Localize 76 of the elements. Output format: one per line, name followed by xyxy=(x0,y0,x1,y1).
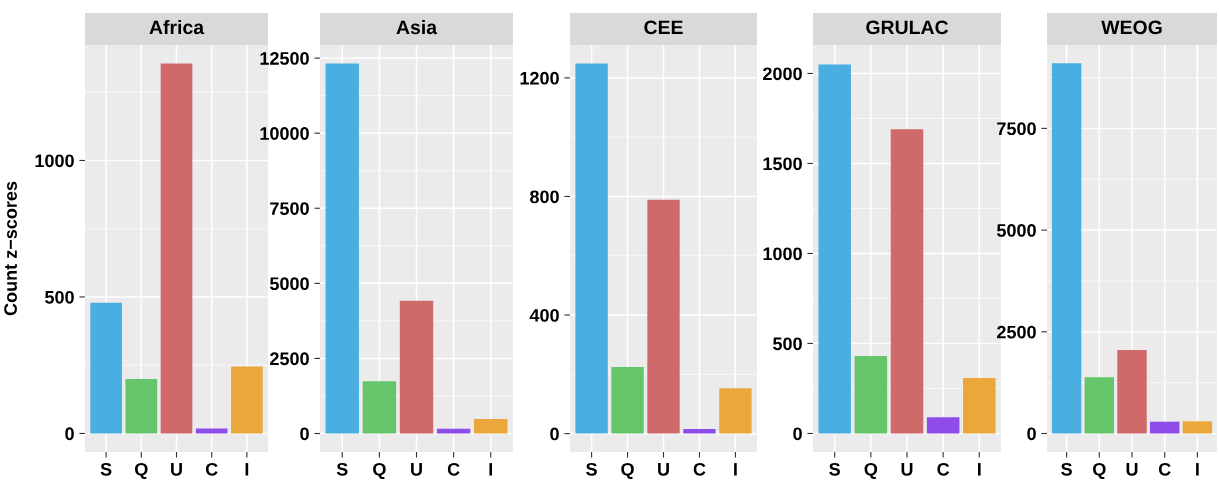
y-tick-label: 800 xyxy=(530,190,559,204)
y-tick-label: 2500 xyxy=(270,352,309,366)
x-tick-label: U xyxy=(1126,463,1138,476)
y-tick-label: 1200 xyxy=(520,71,559,85)
bar xyxy=(890,129,924,434)
chart-title: GRULAC xyxy=(866,20,949,35)
bar xyxy=(683,428,716,434)
chart-title: Asia xyxy=(396,19,438,35)
bar xyxy=(719,388,752,434)
bar xyxy=(611,366,644,434)
y-tick-label: 5000 xyxy=(996,224,1036,237)
y-tick-label: 500 xyxy=(773,337,802,351)
y-tick-label: 0 xyxy=(1027,427,1036,441)
bar xyxy=(647,199,680,434)
bar xyxy=(1084,377,1115,434)
bar xyxy=(1149,421,1180,434)
x-tick-label: S xyxy=(829,462,841,476)
x-tick-label: Q xyxy=(373,462,386,480)
bar xyxy=(1051,63,1082,434)
x-tick-label: U xyxy=(411,463,422,476)
bar xyxy=(362,381,397,434)
y-tick-label: 1000 xyxy=(35,154,74,168)
chart-title: CEE xyxy=(644,20,683,35)
x-tick-label: C xyxy=(937,462,950,476)
bar xyxy=(1117,350,1147,434)
x-tick-label: Q xyxy=(864,462,878,480)
y-axis-title: Count z−scores xyxy=(4,181,17,316)
y-tick-label: 2500 xyxy=(997,325,1036,339)
x-tick-label: C xyxy=(205,462,218,476)
bar xyxy=(231,366,263,434)
x-tick-label: Q xyxy=(135,462,148,480)
x-tick-label: I xyxy=(245,463,249,476)
x-tick-label: Q xyxy=(1093,462,1106,480)
bar xyxy=(1182,421,1213,434)
x-tick-label: U xyxy=(901,463,913,476)
y-tick-label: 10000 xyxy=(260,127,309,140)
x-tick-label: I xyxy=(978,463,981,476)
x-tick-label: S xyxy=(586,462,597,476)
y-tick-label: 7500 xyxy=(270,202,309,215)
x-tick-label: U xyxy=(658,463,669,476)
y-tick-label: 0 xyxy=(65,427,74,441)
y-tick-label: 0 xyxy=(550,427,559,441)
bar xyxy=(325,63,359,434)
x-tick-label: I xyxy=(734,463,737,476)
y-tick-label: 7500 xyxy=(997,122,1036,136)
chart-title: WEOG xyxy=(1101,20,1162,35)
y-tick-label: 0 xyxy=(300,427,309,441)
x-tick-label: S xyxy=(336,462,348,476)
y-tick-label: 2000 xyxy=(763,67,802,81)
bar xyxy=(160,63,193,434)
y-tick-label: 500 xyxy=(45,290,74,304)
y-tick-label: 12500 xyxy=(260,52,309,65)
x-tick-label: Q xyxy=(621,462,634,480)
x-tick-label: U xyxy=(171,463,182,476)
x-tick-label: C xyxy=(693,462,706,476)
x-tick-label: I xyxy=(1196,463,1199,476)
y-tick-label: 5000 xyxy=(269,277,309,291)
x-tick-label: C xyxy=(447,462,460,476)
y-tick-label: 1000 xyxy=(763,247,802,261)
bar xyxy=(818,64,851,434)
y-tick-label: 1500 xyxy=(763,157,802,171)
x-tick-label: S xyxy=(1061,462,1072,476)
bar xyxy=(90,302,122,434)
bar xyxy=(926,417,960,434)
y-tick-label: 0 xyxy=(793,427,802,441)
bar xyxy=(474,419,508,434)
bar xyxy=(125,379,158,434)
bar xyxy=(854,355,888,434)
bar xyxy=(963,378,996,434)
x-tick-label: C xyxy=(1158,462,1171,476)
chart-title: Africa xyxy=(149,19,205,35)
x-tick-label: S xyxy=(100,462,112,476)
x-tick-label: I xyxy=(489,463,493,476)
bar xyxy=(399,300,434,434)
y-tick-label: 400 xyxy=(529,308,559,322)
bar xyxy=(575,63,608,434)
